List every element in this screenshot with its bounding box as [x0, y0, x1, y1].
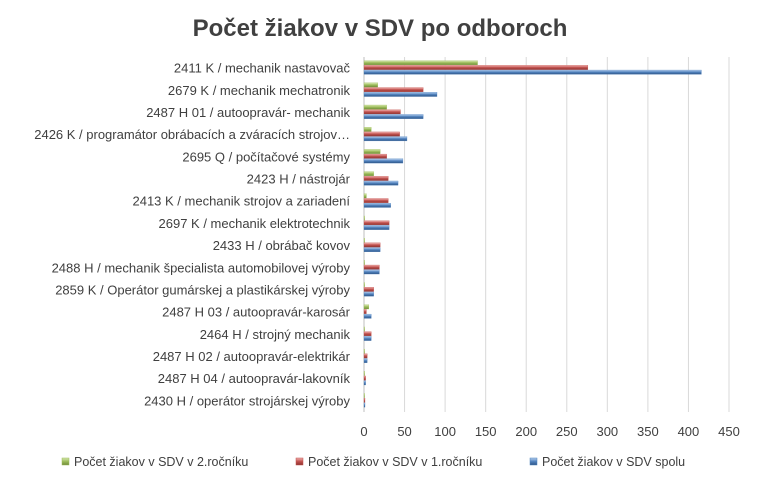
x-tick-label: 450 [718, 424, 740, 439]
bar [363, 282, 365, 287]
legend-label: Počet žiakov v SDV v 2.ročníku [74, 455, 248, 469]
bar [363, 176, 389, 181]
bar [363, 149, 381, 154]
bar [363, 331, 372, 337]
bar [363, 358, 368, 363]
bar [363, 109, 401, 115]
bar [363, 336, 372, 341]
x-tick-label: 0 [360, 424, 367, 439]
bar [363, 69, 702, 75]
bar [363, 131, 400, 137]
x-tick-label: 250 [556, 424, 578, 439]
category-label: 2413 K / mechanik strojov a zariadení [132, 194, 350, 209]
x-tick-label: 400 [678, 424, 700, 439]
category-label: 2430 H / operátor strojárskej výroby [144, 393, 350, 408]
bar [363, 264, 380, 270]
legend-label: Počet žiakov v SDV spolu [542, 455, 685, 469]
bar [363, 398, 366, 403]
x-tick-label: 200 [515, 424, 537, 439]
bar [363, 198, 389, 203]
bar [363, 371, 365, 376]
bar [363, 203, 391, 208]
bar [363, 114, 424, 119]
bar [363, 353, 368, 359]
x-tick-label: 300 [596, 424, 618, 439]
x-tick-label: 350 [637, 424, 659, 439]
bar [363, 242, 381, 248]
bar [363, 326, 365, 332]
category-label: 2487 H 04 / autoopravár-lakovník [158, 371, 351, 386]
category-label: 2679 K / mechanik mechatronik [168, 83, 351, 98]
bar [363, 171, 374, 177]
legend: Počet žiakov v SDV v 2.ročníku Počet žiak… [61, 455, 685, 469]
category-label: 2464 H / strojný mechanik [200, 327, 351, 342]
bar [363, 348, 365, 354]
bar [363, 225, 390, 230]
bar [363, 82, 378, 88]
bar [363, 291, 374, 297]
bar [363, 309, 367, 314]
x-axis-ticks: 0 50 100 150 200 250 300 350 400 450 [360, 424, 739, 439]
bar [363, 193, 367, 199]
category-labels: 2411 K / mechanik nastavovač 2679 K / mec… [34, 61, 350, 409]
legend-label: Počet žiakov v SDV v 1.ročníku [308, 455, 482, 469]
bar [363, 136, 408, 142]
bar [363, 304, 370, 310]
x-tick-label: 150 [475, 424, 497, 439]
category-label: 2487 H 01 / autoopravár- mechanik [146, 105, 350, 120]
category-label: 2411 K / mechanik nastavovač [174, 61, 351, 76]
bar [363, 215, 365, 221]
bar [363, 65, 589, 70]
bar [363, 260, 365, 265]
category-label: 2488 H / mechanik špecialista automobilo… [52, 260, 351, 275]
bar [363, 313, 372, 319]
bar [363, 92, 438, 97]
category-label: 2426 K / programátor obrábacích a zvárac… [34, 127, 350, 142]
bar [363, 393, 365, 398]
legend-swatch [529, 457, 538, 466]
x-tick-label: 50 [397, 424, 411, 439]
legend-swatch [61, 457, 70, 466]
bar [363, 375, 366, 381]
chart-title: Počet žiakov v SDV po odboroch [193, 15, 568, 42]
bar [363, 87, 424, 92]
bar [363, 269, 380, 275]
category-label: 2695 Q / počítačové systémy [182, 149, 350, 164]
bar [363, 60, 478, 66]
legend-swatch [295, 457, 304, 466]
bar [363, 104, 387, 110]
bar [363, 402, 366, 408]
category-label: 2487 H 03 / autoopravár-karosár [162, 305, 351, 320]
bar [363, 380, 366, 386]
bars [363, 60, 702, 408]
gridlines [363, 57, 730, 412]
category-label: 2423 H / nástrojár [247, 172, 351, 187]
bar [363, 153, 387, 159]
x-tick-label: 100 [434, 424, 456, 439]
bar [363, 237, 365, 243]
bar [363, 247, 381, 252]
bar [363, 287, 374, 292]
category-label: 2697 K / mechanik elektrotechnik [159, 216, 351, 231]
category-label: 2433 H / obrábač kovov [213, 238, 351, 253]
category-label: 2859 K / Operátor gumárskej a plastikárs… [55, 282, 350, 297]
bar [363, 158, 404, 164]
bar [363, 127, 372, 132]
bar [363, 180, 399, 186]
bar [363, 220, 390, 226]
category-label: 2487 H 02 / autoopravár-elektrikár [153, 349, 351, 364]
